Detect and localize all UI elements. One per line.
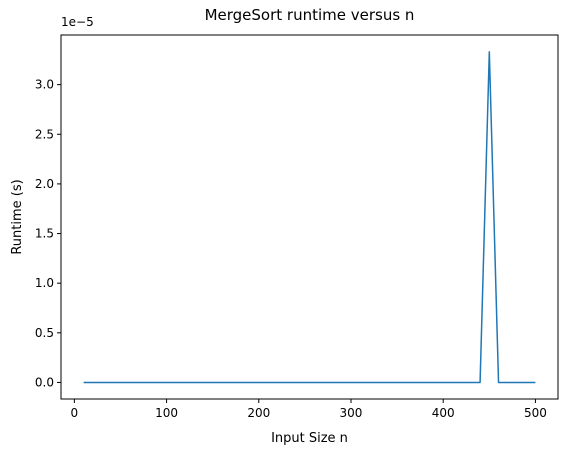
x-tick-label: 300 [340,406,363,420]
x-tick-label: 100 [155,406,178,420]
y-offset-label: 1e−5 [61,15,94,29]
y-tick-label: 2.0 [35,177,54,191]
y-axis-label: Runtime (s) [10,179,25,254]
x-tick-label: 0 [71,406,79,420]
chart-title: MergeSort runtime versus n [205,6,415,24]
x-tick-label: 400 [432,406,455,420]
plot-frame [60,34,559,400]
x-tick-label: 500 [524,406,547,420]
y-tick-label: 1.5 [35,227,54,241]
y-tick-label: 2.5 [35,127,54,141]
y-tick-label: 3.0 [35,78,54,92]
series-line-runtime [83,51,536,384]
y-tick-label: 0.0 [35,375,54,389]
x-axis-label: Input Size n [271,431,348,446]
y-tick-label: 0.5 [35,326,54,340]
x-tick-label: 200 [247,406,270,420]
y-tick-label: 1.0 [35,276,54,290]
